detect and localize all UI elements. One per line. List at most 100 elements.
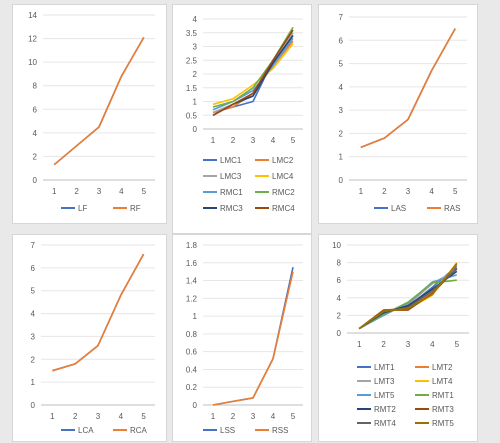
y-tick-label: 3 <box>193 43 198 52</box>
chart-panel-6: 0 2 4 6 8 10 1 2 3 4 5 LMT1 LMT2 LMT3 LMT4 LMT5 RMT1 RMT2… <box>318 234 478 442</box>
y-tick-label: 0 <box>339 176 344 185</box>
series-line-rmt5 <box>358 263 458 330</box>
x-tick-label: 5 <box>291 136 296 145</box>
y-tick-label: 3 <box>31 332 36 341</box>
x-tick-label: 2 <box>74 187 79 196</box>
legend-label: LF <box>78 204 87 213</box>
legend-label: RSS <box>272 426 288 435</box>
y-tick-label: 1.6 <box>186 259 198 268</box>
legend-label: LMC2 <box>272 156 294 165</box>
legend-label: LMT2 <box>432 363 453 372</box>
y-tick-label: 0.5 <box>186 111 198 120</box>
y-tick-label: 0.2 <box>186 383 198 392</box>
legend-label: RMC4 <box>272 204 295 213</box>
x-tick-label: 5 <box>455 340 460 349</box>
x-tick-label: 3 <box>406 340 411 349</box>
y-tick-label: 0 <box>193 401 198 410</box>
series-line-rca <box>52 253 145 372</box>
x-tick-label: 3 <box>251 412 256 421</box>
x-tick-label: 4 <box>119 412 124 421</box>
x-tick-label: 3 <box>96 412 101 421</box>
y-tick-label: 7 <box>31 241 36 250</box>
x-tick-label: 3 <box>406 187 411 196</box>
x-tick-label: 5 <box>291 412 296 421</box>
series-line-las <box>360 28 456 149</box>
y-tick-label: 3.5 <box>186 29 198 38</box>
series-line-rmc4 <box>212 29 294 117</box>
chart-las-ras: 0 1 2 3 4 5 6 7 1 2 3 4 5 LAS RAS <box>339 13 467 213</box>
x-tick-label: 2 <box>381 340 386 349</box>
legend-label: LMT4 <box>432 377 453 386</box>
x-tick-label: 1 <box>211 412 216 421</box>
legend-label: LCA <box>78 426 94 435</box>
x-tick-label: 2 <box>231 136 236 145</box>
y-tick-label: 0 <box>337 329 342 338</box>
legend-label: RMC1 <box>220 188 243 197</box>
x-tick-label: 4 <box>119 187 124 196</box>
y-tick-label: 4 <box>339 83 344 92</box>
y-tick-label: 6 <box>339 36 344 45</box>
legend-label: RF <box>130 204 141 213</box>
y-tick-label: 8 <box>337 259 342 268</box>
y-tick-label: 10 <box>28 58 37 67</box>
y-tick-label: 4 <box>337 294 342 303</box>
y-tick-label: 2 <box>33 152 38 161</box>
y-tick-label: 2 <box>193 70 198 79</box>
y-tick-label: 2 <box>31 355 36 364</box>
chart-panel-4: 0 1 2 3 4 5 6 7 1 2 3 4 5 LCA RCA <box>12 234 167 442</box>
legend-label: RCA <box>130 426 148 435</box>
legend-label: LMC3 <box>220 172 242 181</box>
legend-label: LMT3 <box>374 377 395 386</box>
series-line-lss <box>212 267 294 406</box>
y-tick-label: 0 <box>33 176 38 185</box>
y-tick-label: 1 <box>193 312 198 321</box>
y-tick-label: 7 <box>339 13 344 22</box>
legend-label: LSS <box>220 426 235 435</box>
series-line-rmt1 <box>358 279 457 330</box>
y-tick-label: 0 <box>31 401 36 410</box>
y-tick-label: 1.4 <box>186 277 198 286</box>
y-tick-label: 3 <box>339 106 344 115</box>
series-line-rss <box>212 271 294 406</box>
y-tick-label: 0 <box>193 125 198 134</box>
chart-lss-rss: 0 0.2 0.4 0.6 0.8 1 1.2 1.4 1.6 1.8 1 2 3 4 5 LSS RSS <box>186 241 303 435</box>
y-tick-label: 5 <box>31 287 36 296</box>
y-tick-label: 4 <box>33 129 38 138</box>
legend-label: LMC1 <box>220 156 242 165</box>
x-tick-label: 1 <box>50 412 55 421</box>
y-tick-label: 0.8 <box>186 330 198 339</box>
x-tick-label: 4 <box>429 187 434 196</box>
y-tick-label: 6 <box>33 105 38 114</box>
legend-label: RMT3 <box>432 405 454 414</box>
y-tick-label: 2 <box>337 311 342 320</box>
y-tick-label: 1 <box>193 98 198 107</box>
y-tick-label: 4 <box>193 15 198 24</box>
legend-label: RMT2 <box>374 405 396 414</box>
legend-label: LAS <box>391 204 406 213</box>
x-tick-label: 3 <box>97 187 102 196</box>
y-tick-label: 10 <box>332 241 341 250</box>
x-tick-label: 4 <box>271 412 276 421</box>
y-tick-label: 2.5 <box>186 56 198 65</box>
y-tick-label: 2 <box>339 129 344 138</box>
y-tick-label: 6 <box>337 276 342 285</box>
y-tick-label: 14 <box>28 11 37 20</box>
chart-lmc-rmc: 0 0.5 1 1.5 2 2.5 3 3.5 4 1 2 3 4 5 LMC1 LMC2 LMC3 LMC4 RM… <box>186 15 303 213</box>
x-tick-label: 2 <box>382 187 387 196</box>
y-tick-label: 1 <box>339 153 344 162</box>
legend-label: RMC3 <box>220 204 243 213</box>
y-tick-label: 6 <box>31 264 36 273</box>
y-tick-label: 8 <box>33 82 38 91</box>
series-line-rmc1 <box>212 37 294 111</box>
series-line-ras <box>360 28 456 149</box>
y-tick-label: 1.5 <box>186 84 198 93</box>
series-line-lf <box>53 37 145 166</box>
y-tick-label: 1.8 <box>186 241 198 250</box>
y-tick-label: 0.4 <box>186 365 198 374</box>
legend-label: RMT5 <box>432 419 454 428</box>
x-tick-label: 2 <box>73 412 78 421</box>
x-tick-label: 5 <box>142 187 147 196</box>
chart-panel-1: 0 2 4 6 8 10 12 14 1 2 3 4 5 LF RF <box>12 4 167 224</box>
